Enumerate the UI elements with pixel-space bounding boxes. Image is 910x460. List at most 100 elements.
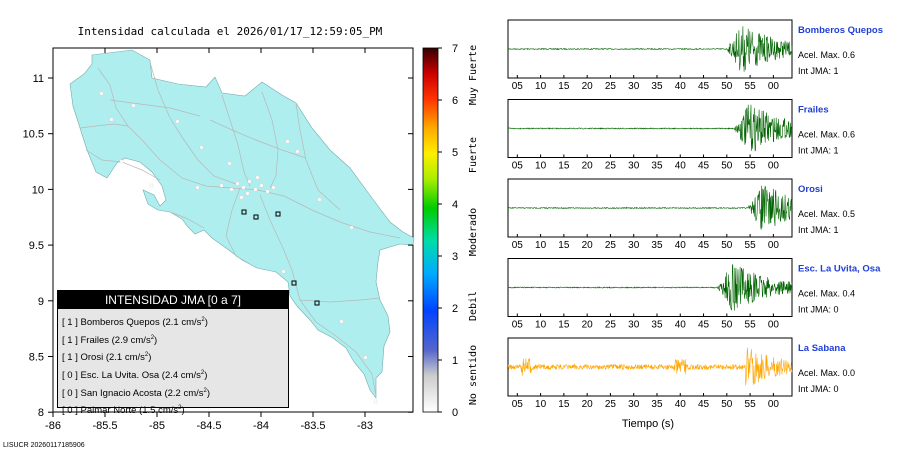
time-tick-label: 40 — [675, 81, 687, 92]
legend-item-close: ) — [154, 334, 158, 346]
station-name: Bomberos Quepos — [798, 25, 883, 36]
time-tick-label: 55 — [745, 240, 757, 251]
station-intensity: Int JMA: 0 — [798, 305, 839, 315]
waveform-trace — [507, 26, 793, 72]
time-tick-label: 20 — [582, 320, 594, 331]
time-tick-label: 10 — [535, 161, 547, 172]
time-tick-label: 30 — [628, 240, 640, 251]
class-label-muy-fuerte: Muy Fuerte — [468, 45, 479, 105]
time-tick-label: 30 — [628, 161, 640, 172]
colorbar — [422, 47, 439, 413]
colorbar-ticks: 0 1 2 3 4 5 6 7 — [438, 43, 458, 419]
legend-item-intensity: [ 0 ] — [62, 370, 81, 382]
legend-item-station: Palmar Norte (1.5 cm/s — [80, 405, 179, 417]
lat-tick-label: 8.5 — [29, 352, 44, 364]
class-label-fuerte: Fuerte — [468, 137, 479, 173]
time-tick-label: 35 — [651, 161, 663, 172]
lon-tick-label: -85.5 — [92, 420, 117, 432]
time-tick-label: 00 — [768, 240, 780, 251]
station-name: Esc. La Uvita, Osa — [798, 264, 881, 275]
legend-item-station: Orosi (2.1 cm/s — [80, 352, 145, 364]
time-tick-label: 15 — [558, 240, 570, 251]
time-tick-label: 30 — [628, 81, 640, 92]
station-pga: Acel. Max. 0.6 — [798, 50, 855, 60]
colorbar-tick-label: 7 — [452, 43, 458, 55]
colorbar-tick-label: 1 — [452, 355, 458, 367]
class-label-moderado: Moderado — [468, 208, 479, 256]
waveform-panel: 05 10 15 20 25 30 35 40 45 50 55 00 Bomberos Quepos A… — [507, 19, 883, 92]
time-tick-label: 15 — [558, 399, 570, 410]
time-tick-label: 50 — [721, 240, 733, 251]
legend-item-unit-exponent: 2 — [178, 405, 182, 412]
legend-item-close: ) — [181, 405, 185, 417]
station-intensity: Int JMA: 1 — [798, 66, 839, 76]
class-label-debil: Debil — [468, 291, 479, 321]
legend-item-intensity: [ 1 ] — [62, 334, 81, 346]
time-tick-label: 55 — [745, 81, 757, 92]
station-name: La Sabana — [798, 343, 846, 354]
time-tick-label: 55 — [745, 161, 757, 172]
legend-item-unit-exponent: 2 — [203, 387, 207, 394]
city-markers — [99, 91, 378, 404]
time-tick-label: 35 — [651, 81, 663, 92]
station-markers — [241, 209, 320, 306]
legend-item: [ 1 ] Orosi (2.1 cm/s2) — [62, 348, 288, 366]
time-tick-label: 45 — [698, 240, 710, 251]
time-tick-label: 10 — [535, 399, 547, 410]
lat-tick-label: 11 — [33, 73, 44, 85]
time-tick-label: 00 — [768, 161, 780, 172]
time-tick-label: 15 — [558, 81, 570, 92]
waveform-trace — [507, 185, 793, 230]
waveform-panels: 05 10 15 20 25 30 35 40 45 50 55 00 Bomberos Quepos A… — [507, 19, 883, 410]
lat-tick-label: 8 — [38, 407, 44, 419]
time-tick-label: 05 — [512, 81, 524, 92]
legend-item: [ 0 ] Palmar Norte (1.5 cm/s2) — [62, 401, 288, 419]
legend-item-station: Bomberos Quepos (2.1 cm/s — [80, 317, 202, 329]
time-tick-label: 25 — [605, 240, 617, 251]
station-name: Frailes — [798, 105, 829, 116]
time-tick-label: 35 — [651, 320, 663, 331]
time-tick-label: 40 — [675, 240, 687, 251]
time-tick-label: 50 — [721, 320, 733, 331]
time-tick-label: 15 — [558, 161, 570, 172]
waveform-panel: 05 10 15 20 25 30 35 40 45 50 55 00 Orosi Acel. Max. … — [507, 178, 855, 251]
time-tick-label: 55 — [745, 399, 757, 410]
waveform-trace — [507, 104, 793, 152]
legend-item-intensity: [ 1 ] — [62, 352, 81, 364]
legend-item-intensity: [ 0 ] — [62, 405, 81, 417]
time-tick-label: 50 — [721, 81, 733, 92]
legend-item-close: ) — [206, 387, 211, 399]
colorbar-tick-label: 4 — [452, 199, 458, 211]
time-tick-label: 20 — [582, 81, 594, 92]
station-pga: Acel. Max. 0.4 — [798, 289, 855, 299]
waveform-panel: 05 10 15 20 25 30 35 40 45 50 55 00 Esc. La Uvita, O… — [507, 258, 881, 331]
class-label-no-sentido: No sentido — [468, 345, 479, 405]
legend-item-close: ) — [204, 370, 208, 382]
legend-item-station: Esc. La Uvita. Osa (2.4 cm/s — [80, 370, 201, 382]
station-pga: Acel. Max. 0.0 — [798, 368, 855, 378]
legend-title: INTENSIDAD JMA [0 a 7] — [58, 291, 288, 309]
time-tick-label: 05 — [512, 320, 524, 331]
time-tick-label: 00 — [768, 81, 780, 92]
intensity-color-scale: 0 1 2 3 4 5 6 7 No sentido Debil Moderado Fuert… — [422, 43, 479, 419]
intensity-legend: INTENSIDAD JMA [0 a 7] [ 1 ] Bomberos Qu… — [57, 290, 289, 416]
lon-tick-label: -86 — [45, 420, 61, 432]
legend-item-close: ) — [148, 352, 152, 364]
colorbar-tick-label: 0 — [452, 407, 458, 419]
time-tick-label: 15 — [558, 320, 570, 331]
time-tick-label: 25 — [605, 161, 617, 172]
waveform-trace — [507, 263, 793, 311]
time-tick-label: 35 — [651, 240, 663, 251]
time-tick-label: 10 — [535, 81, 547, 92]
colorbar-tick-label: 5 — [452, 147, 458, 159]
footer-id: LISUCR 20260117185906 — [3, 442, 85, 449]
legend-item: [ 0 ] Esc. La Uvita. Osa (2.4 cm/s2) — [62, 366, 288, 384]
legend-item-station: San Ignacio Acosta (2.2 cm/s — [80, 387, 204, 399]
map-title: Intensidad calculada el 2026/01/17_12:59… — [78, 25, 383, 38]
legend-list: [ 1 ] Bomberos Quepos (2.1 cm/s2)[ 1 ] F… — [62, 313, 288, 419]
time-tick-label: 30 — [628, 320, 640, 331]
colorbar-tick-label: 3 — [452, 251, 458, 263]
station-pga: Acel. Max. 0.5 — [798, 209, 855, 219]
lat-tick-label: 10 — [32, 184, 44, 196]
lat-tick-label: 9 — [38, 296, 44, 308]
